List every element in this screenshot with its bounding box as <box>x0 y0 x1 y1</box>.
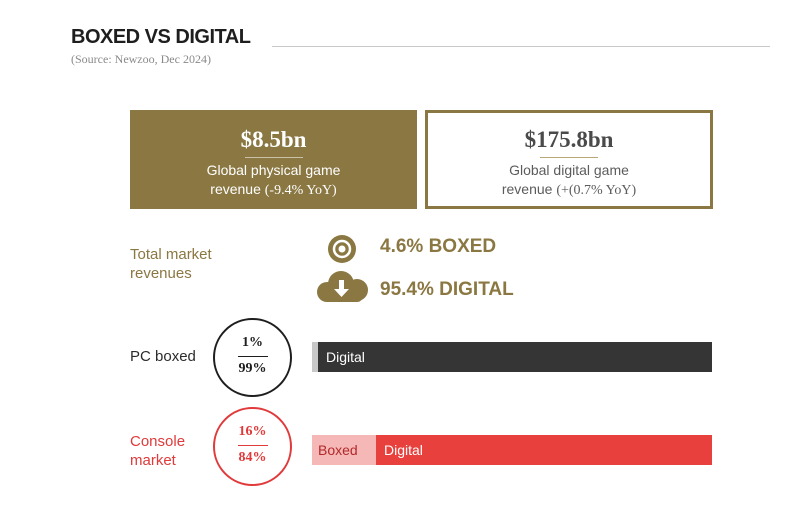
console-category-label-line1: Console <box>130 433 186 450</box>
header-divider <box>272 46 770 47</box>
console-split-circle: 16% 84% <box>213 407 292 486</box>
physical-yoy: (-9.4% YoY) <box>264 183 337 198</box>
cloud-download-icon <box>317 271 368 302</box>
total-market-label: Total market revenues <box>130 245 250 283</box>
digital-revenue-card: $175.8bn Global digital game revenue (+(… <box>425 110 713 209</box>
console-boxed-segment-label: Boxed <box>318 442 358 458</box>
console-boxed-segment: Boxed <box>312 435 376 465</box>
disc-icon <box>328 235 356 263</box>
pc-boxed-percent: 1% <box>242 335 263 350</box>
physical-revenue-card: $8.5bn Global physical game revenue (-9.… <box>130 110 417 209</box>
pc-digital-segment: Digital <box>318 342 712 372</box>
console-stacked-bar: Boxed Digital <box>312 435 712 465</box>
total-market-label-line2: revenues <box>130 265 192 282</box>
console-circle-divider <box>237 445 268 446</box>
physical-amount-underline <box>244 157 303 158</box>
pc-category-label-line1: PC boxed <box>130 348 196 365</box>
console-category-label-line2: market <box>130 452 176 469</box>
digital-amount-underline <box>540 157 598 158</box>
pc-digital-segment-label: Digital <box>326 349 365 365</box>
pc-split-circle: 1% 99% <box>213 318 292 397</box>
digital-revenue-description: Global digital game revenue (+(0.7% YoY) <box>428 161 710 200</box>
physical-desc-line1: Global physical game <box>206 162 341 178</box>
pc-circle-divider <box>237 356 268 357</box>
pc-boxed-segment <box>312 342 318 372</box>
source-note: (Source: Newzoo, Dec 2024) <box>71 52 211 66</box>
digital-desc-line2: revenue <box>501 181 557 197</box>
digital-yoy: (+(0.7% YoY) <box>556 183 637 198</box>
physical-desc-line2: revenue <box>210 181 265 197</box>
digital-share: 95.4% DIGITAL <box>380 279 514 300</box>
console-digital-percent: 84% <box>238 450 267 465</box>
total-market-label-line1: Total market <box>130 246 212 263</box>
console-boxed-percent: 16% <box>238 424 267 439</box>
pc-category-label: PC boxed <box>130 347 196 366</box>
console-digital-segment: Digital <box>376 435 712 465</box>
physical-revenue-description: Global physical game revenue (-9.4% YoY) <box>130 161 417 200</box>
pc-stacked-bar: Digital <box>312 342 712 372</box>
console-category-label: Console market <box>130 432 185 470</box>
boxed-share: 4.6% BOXED <box>380 236 497 257</box>
digital-desc-line1: Global digital game <box>509 162 629 178</box>
console-digital-segment-label: Digital <box>384 442 423 458</box>
digital-revenue-amount: $175.8bn <box>524 127 614 152</box>
page-title: BOXED VS DIGITAL <box>71 26 251 48</box>
physical-revenue-amount: $8.5bn <box>240 127 307 152</box>
pc-digital-percent: 99% <box>238 361 267 376</box>
